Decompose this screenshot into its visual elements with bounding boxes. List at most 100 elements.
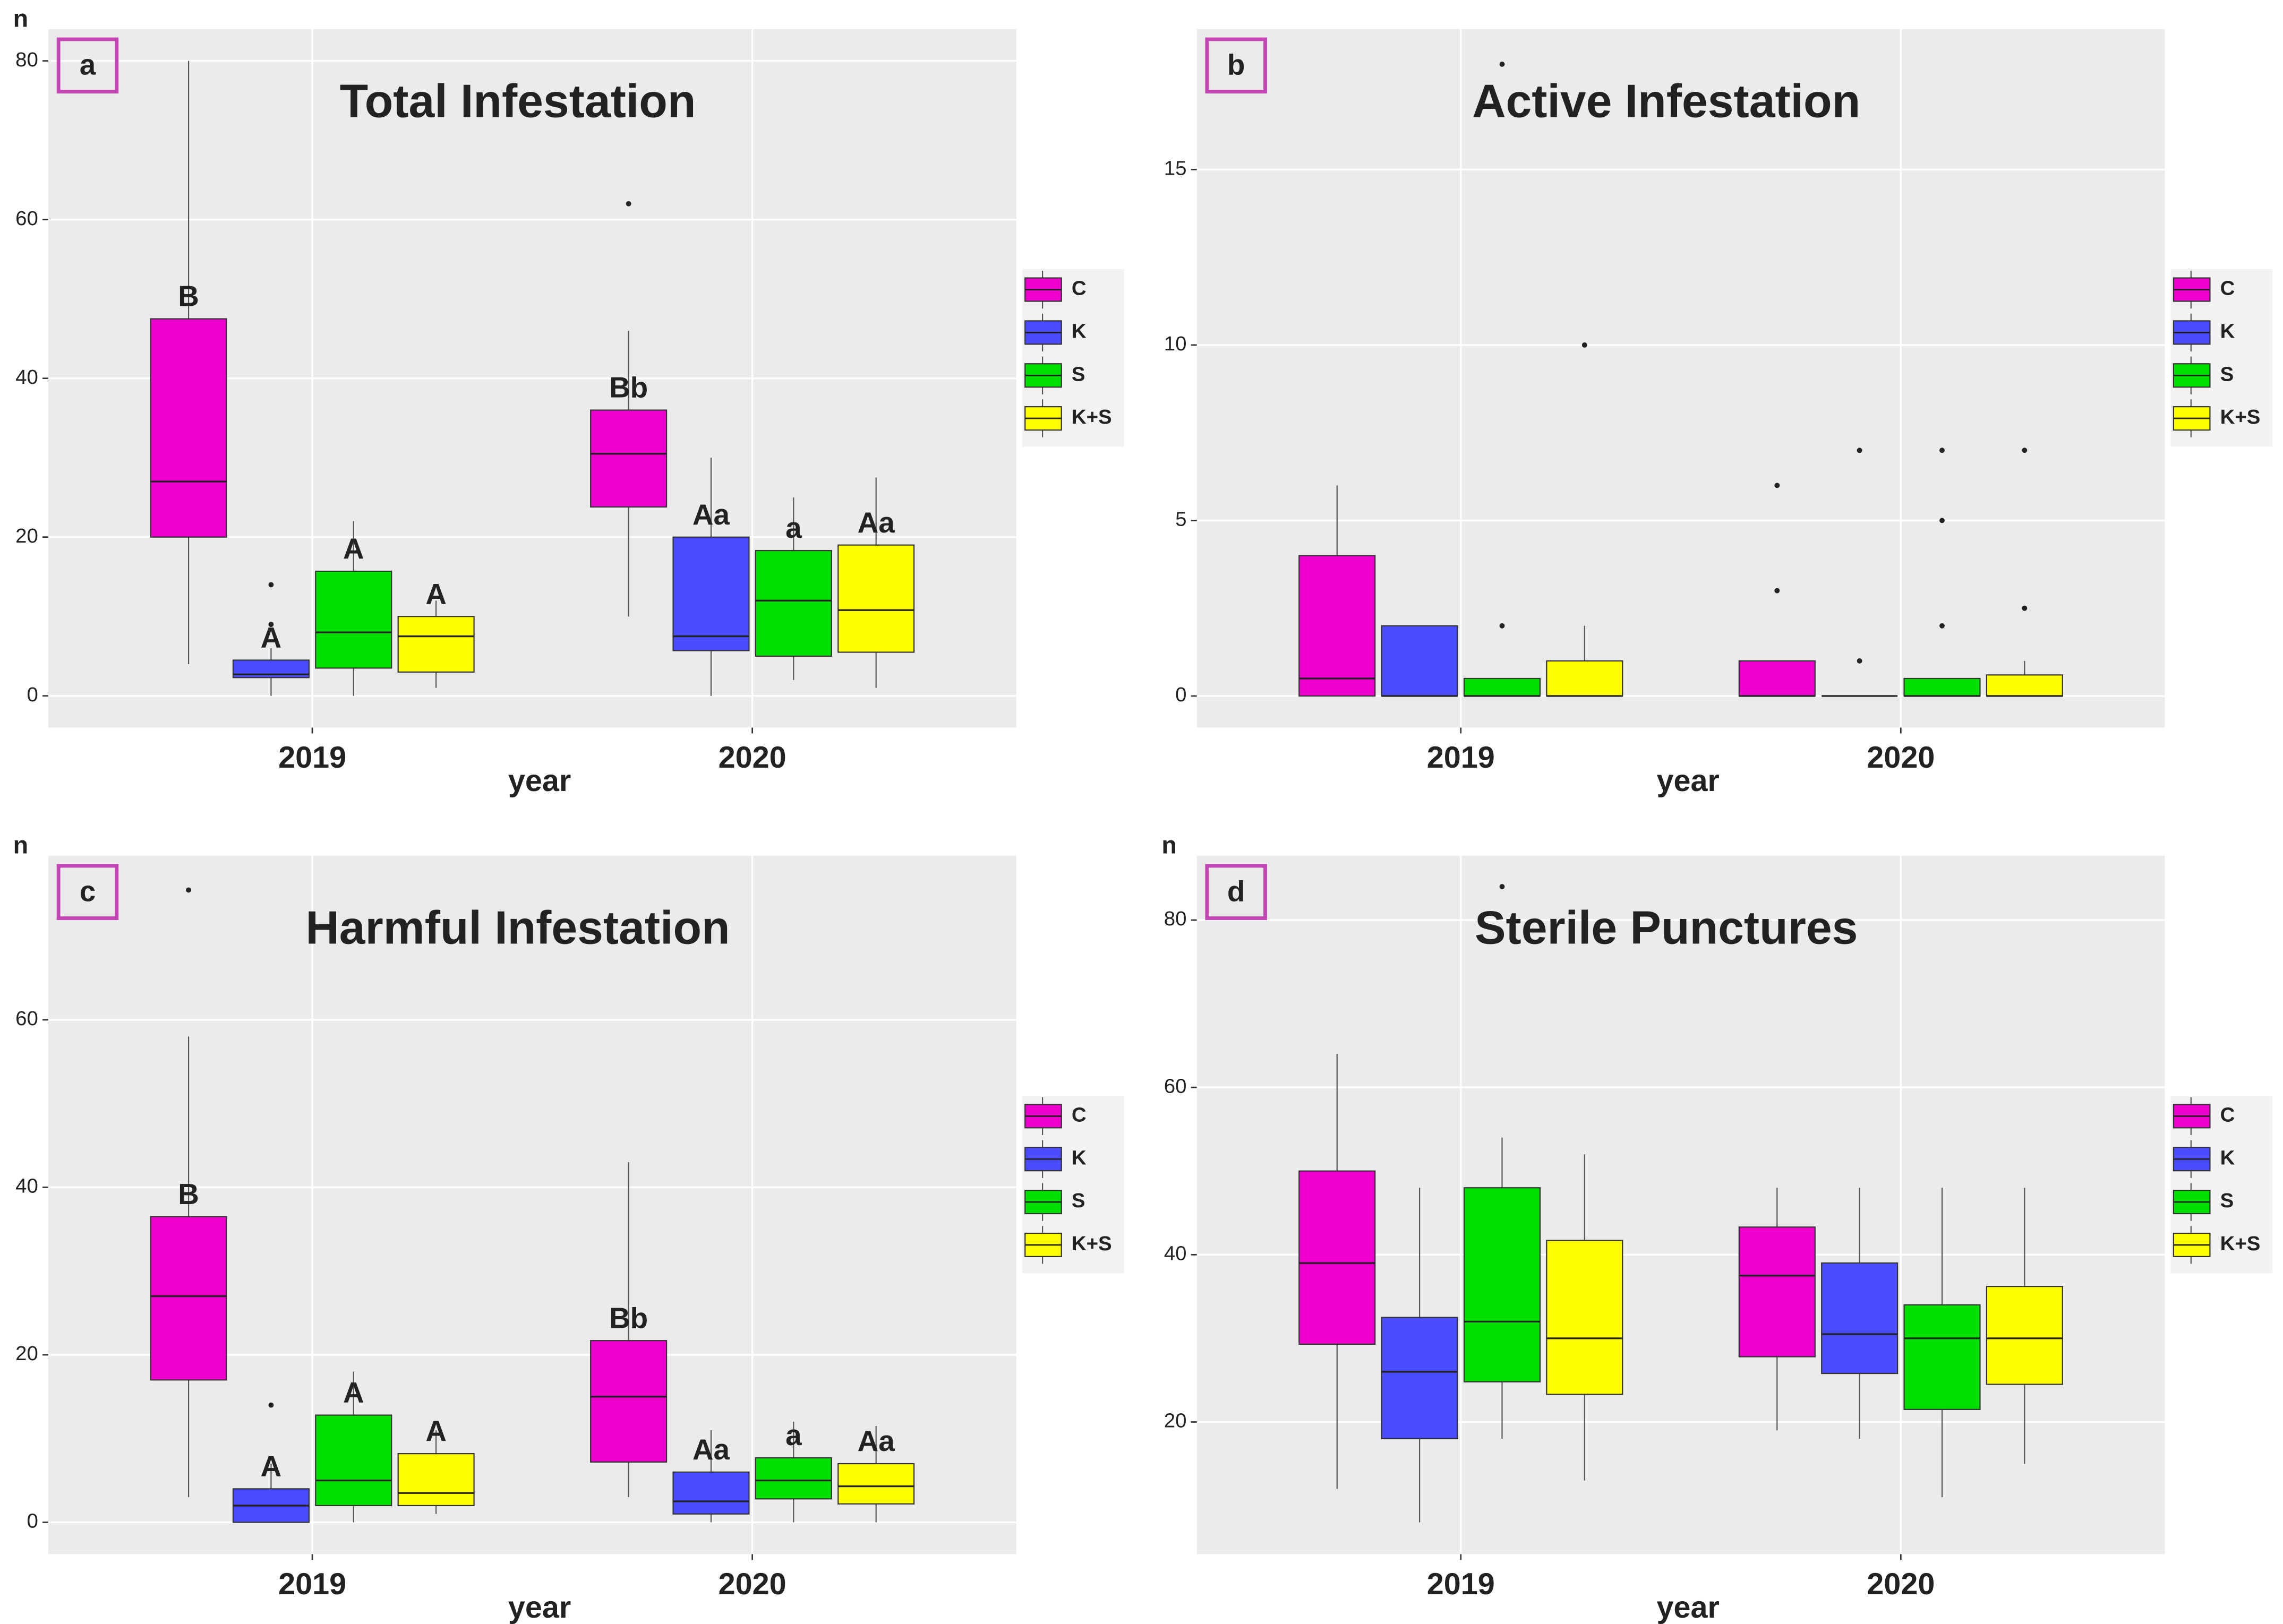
chart-title: Sterile Punctures	[1475, 901, 1858, 953]
box	[1463, 1187, 1541, 1382]
x-axis-label: year	[1657, 764, 1720, 798]
significance-letter: B	[178, 280, 199, 313]
outlier	[1499, 623, 1505, 629]
plot-background	[48, 855, 1016, 1554]
box	[150, 1216, 227, 1381]
y-tick-label: 40	[15, 1175, 38, 1198]
y-tick-label: 80	[1164, 907, 1187, 930]
outlier	[1939, 518, 1945, 523]
box	[672, 1471, 750, 1515]
y-tick-label: 60	[15, 1007, 38, 1030]
legend-label: C	[1072, 1104, 1087, 1127]
box	[837, 1463, 915, 1505]
significance-letter: Bb	[609, 1301, 648, 1334]
y-tick-label: 0	[1175, 683, 1186, 706]
outlier	[2022, 605, 2028, 611]
outlier	[1581, 342, 1587, 348]
legend-label: K	[1072, 1146, 1087, 1169]
x-tick-label: 2019	[278, 1567, 346, 1601]
outlier	[186, 887, 192, 893]
box	[1298, 1170, 1376, 1345]
legend-label: K+S	[2220, 406, 2261, 428]
y-tick-label: 20	[15, 525, 38, 547]
legend-label: K	[1072, 320, 1087, 342]
significance-letter: A	[425, 577, 447, 610]
panel: 0 20 40 60 2019 2020 year n c Harmful Infestation…	[13, 831, 1124, 1624]
panel: 0 20 40 60 80 2019 2020 year n a Total Infestation…	[13, 5, 1124, 798]
legend-label: K+S	[1072, 406, 1112, 428]
box	[590, 1340, 668, 1463]
box	[397, 1453, 475, 1507]
chart-title: Total Infestation	[340, 75, 696, 127]
y-axis-label: n	[13, 831, 28, 859]
panel-label-box	[1205, 37, 1267, 94]
significance-letter: A	[261, 1449, 282, 1482]
outlier	[1857, 658, 1862, 664]
significance-letter: B	[178, 1178, 199, 1210]
box	[590, 409, 668, 508]
outlier	[1774, 483, 1780, 488]
panel-label: b	[1227, 48, 1245, 81]
box	[755, 1457, 832, 1500]
legend-label: K	[2220, 1146, 2235, 1169]
significance-letter: a	[785, 511, 802, 544]
y-tick-label: 80	[15, 48, 38, 71]
y-tick-label: 5	[1175, 508, 1186, 531]
panel-label: a	[80, 48, 96, 81]
box	[1903, 1304, 1981, 1410]
chart-title: Harmful Infestation	[305, 901, 730, 953]
box	[150, 318, 227, 538]
box	[1463, 677, 1541, 697]
panel: 0 5 10 15 2019 2020 year b Active Infestation CKS…	[1164, 29, 2273, 798]
y-tick-label: 10	[1164, 332, 1187, 355]
outlier	[2022, 448, 2028, 453]
box	[1738, 660, 1816, 697]
y-tick-label: 0	[27, 683, 38, 706]
x-tick-label: 2020	[1867, 1567, 1935, 1601]
box	[1381, 1317, 1458, 1440]
box	[1298, 555, 1376, 697]
significance-letter: Aa	[692, 498, 730, 531]
y-tick-label: 40	[1164, 1242, 1187, 1265]
y-tick-label: 40	[15, 366, 38, 389]
box	[1986, 674, 2063, 697]
x-tick-label: 2020	[719, 741, 786, 775]
outlier	[1499, 62, 1505, 67]
box	[397, 616, 475, 673]
legend-label: K+S	[2220, 1232, 2261, 1255]
significance-letter: Aa	[858, 506, 895, 539]
panel-label: d	[1227, 874, 1245, 907]
panel-label-box	[56, 37, 119, 94]
y-tick-label: 20	[15, 1342, 38, 1365]
legend-label: C	[2220, 1104, 2235, 1127]
outlier	[268, 1402, 274, 1408]
x-axis-label: year	[1657, 1591, 1720, 1624]
y-tick-label: 20	[1164, 1410, 1187, 1432]
outlier	[1857, 448, 1862, 453]
x-axis-label: year	[508, 764, 571, 798]
chart-title: Active Infestation	[1472, 75, 1860, 127]
box	[1986, 1286, 2063, 1385]
y-axis-label: n	[13, 5, 28, 32]
significance-letter: a	[785, 1419, 802, 1451]
legend-label: C	[2220, 277, 2235, 300]
box	[1903, 677, 1981, 697]
panel-label: c	[80, 874, 96, 907]
outlier	[268, 622, 274, 628]
legend-label: S	[1072, 1189, 1085, 1212]
significance-letter: Bb	[609, 371, 648, 404]
significance-letter: Aa	[858, 1424, 895, 1457]
outlier	[626, 201, 631, 207]
outlier	[268, 582, 274, 588]
y-tick-label: 15	[1164, 157, 1187, 179]
legend-label: K	[2220, 320, 2235, 342]
x-axis-label: year	[508, 1591, 571, 1624]
x-tick-label: 2020	[719, 1567, 786, 1601]
significance-letter: A	[343, 532, 364, 565]
x-tick-label: 2020	[1867, 741, 1935, 775]
outlier	[1774, 588, 1780, 594]
legend-label: S	[1072, 363, 1085, 385]
y-axis-label: n	[1161, 831, 1176, 859]
